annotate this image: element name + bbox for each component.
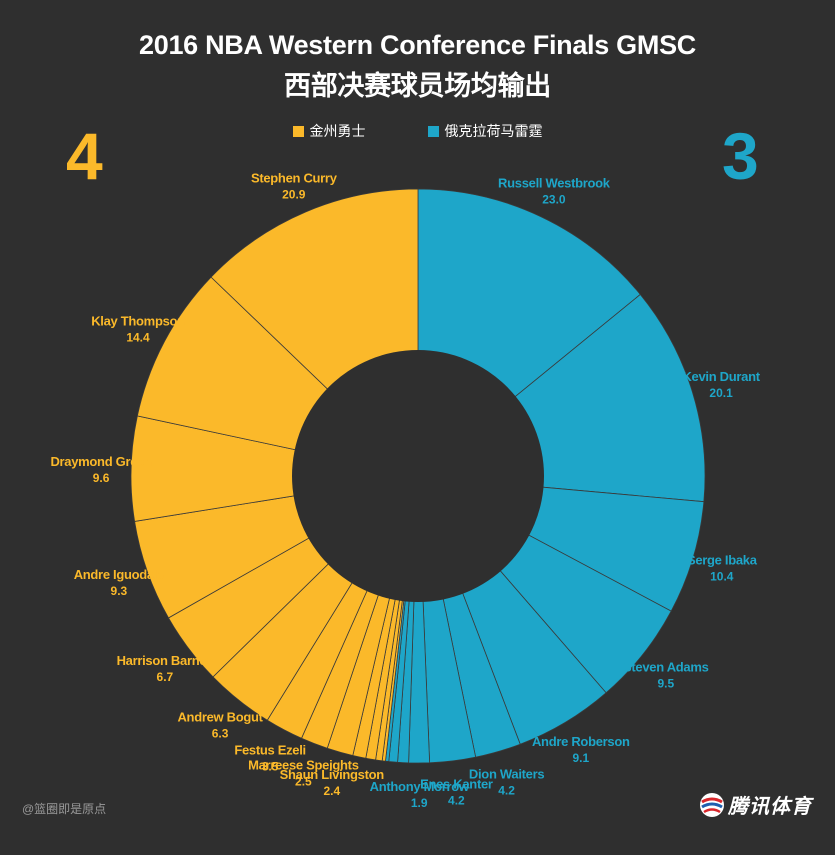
- slice-value-shaun-livingston: 2.4: [323, 784, 340, 798]
- legend-item-thunder: 俄克拉荷马雷霆: [427, 121, 543, 141]
- slice-label-anthony-morrow: Anthony Morrow: [370, 779, 470, 794]
- donut-hole: [292, 350, 544, 602]
- legend-item-warriors: 金州勇士: [292, 121, 366, 141]
- slice-value-klay-thompson: 14.4: [126, 330, 150, 344]
- slice-label-stephen-curry: Stephen Curry: [251, 170, 338, 185]
- slice-value-draymond-green: 9.6: [93, 471, 110, 485]
- legend-swatch-thunder: [427, 125, 439, 137]
- slice-label-shaun-livingston: Shaun Livingston: [280, 767, 385, 782]
- slice-label-serge-ibaka: Serge Ibaka: [687, 553, 758, 568]
- slice-label-kevin-durant: Kevin Durant: [682, 369, 760, 384]
- slice-value-andre-iguodala: 9.3: [111, 584, 128, 598]
- legend: 金州勇士 俄克拉荷马雷霆: [0, 121, 835, 141]
- slice-label-andrew-bogut: Andrew Bogut: [177, 710, 263, 725]
- slice-value-stephen-curry: 20.9: [282, 187, 306, 201]
- slice-label-festus-ezeli: Festus Ezeli: [234, 742, 306, 757]
- legend-swatch-warriors: [292, 125, 304, 137]
- slice-label-enes-kanter: Enes Kanter: [420, 777, 493, 792]
- slice-label-draymond-green: Draymond Green: [50, 454, 152, 469]
- slice-value-andrew-bogut: 6.3: [212, 727, 229, 741]
- slice-value-russell-westbrook: 23.0: [542, 193, 566, 207]
- slice-label-andre-roberson: Andre Roberson: [532, 734, 630, 749]
- chart-subtitle: 西部决赛球员场均输出: [284, 71, 551, 101]
- slice-label-dion-waiters: Dion Waiters: [469, 766, 544, 781]
- legend-label-thunder: 俄克拉荷马雷霆: [444, 123, 543, 139]
- slice-value-enes-kanter: 4.2: [448, 794, 465, 808]
- brand-text: 腾讯体育: [728, 796, 812, 818]
- slice-label-russell-westbrook: Russell Westbrook: [498, 176, 611, 191]
- thunder-series-wins: 3: [722, 119, 759, 193]
- slice-value-anthony-morrow: 1.9: [411, 796, 428, 810]
- slice-label-harrison-barnes: Harrison Barnes: [117, 653, 214, 668]
- slice-value-marreese-speights: 2.5: [295, 775, 312, 789]
- warriors-series-wins: 4: [66, 119, 103, 193]
- slice-value-harrison-barnes: 6.7: [157, 670, 174, 684]
- slice-value-dion-waiters: 4.2: [498, 783, 515, 797]
- slice-label-steven-adams: Steven Adams: [623, 660, 709, 675]
- slice-labels: Russell Westbrook 23.0 Kevin Durant 20.1 Ser…: [50, 170, 761, 810]
- slice-value-serge-ibaka: 10.4: [710, 570, 734, 584]
- slice-label-klay-thompson: Klay Thompson: [91, 313, 185, 328]
- slice-label-marreese-speights: Marreese Speights: [248, 758, 359, 773]
- slice-value-steven-adams: 9.5: [657, 677, 674, 691]
- slice-label-andre-iguodala: Andre Iguodala: [74, 567, 165, 582]
- chart-title: 2016 NBA Western Conference Finals GMSC: [139, 30, 696, 60]
- basketball-icon: [700, 792, 724, 817]
- credit-text: @篮圈即是原点: [22, 802, 107, 816]
- slice-value-festus-ezeli: 3.5: [262, 759, 279, 773]
- legend-label-warriors: 金州勇士: [309, 123, 366, 139]
- tencent-sports-logo: 腾讯体育: [699, 790, 812, 819]
- slice-value-andre-roberson: 9.1: [572, 751, 589, 765]
- slice-value-kevin-durant: 20.1: [709, 386, 733, 400]
